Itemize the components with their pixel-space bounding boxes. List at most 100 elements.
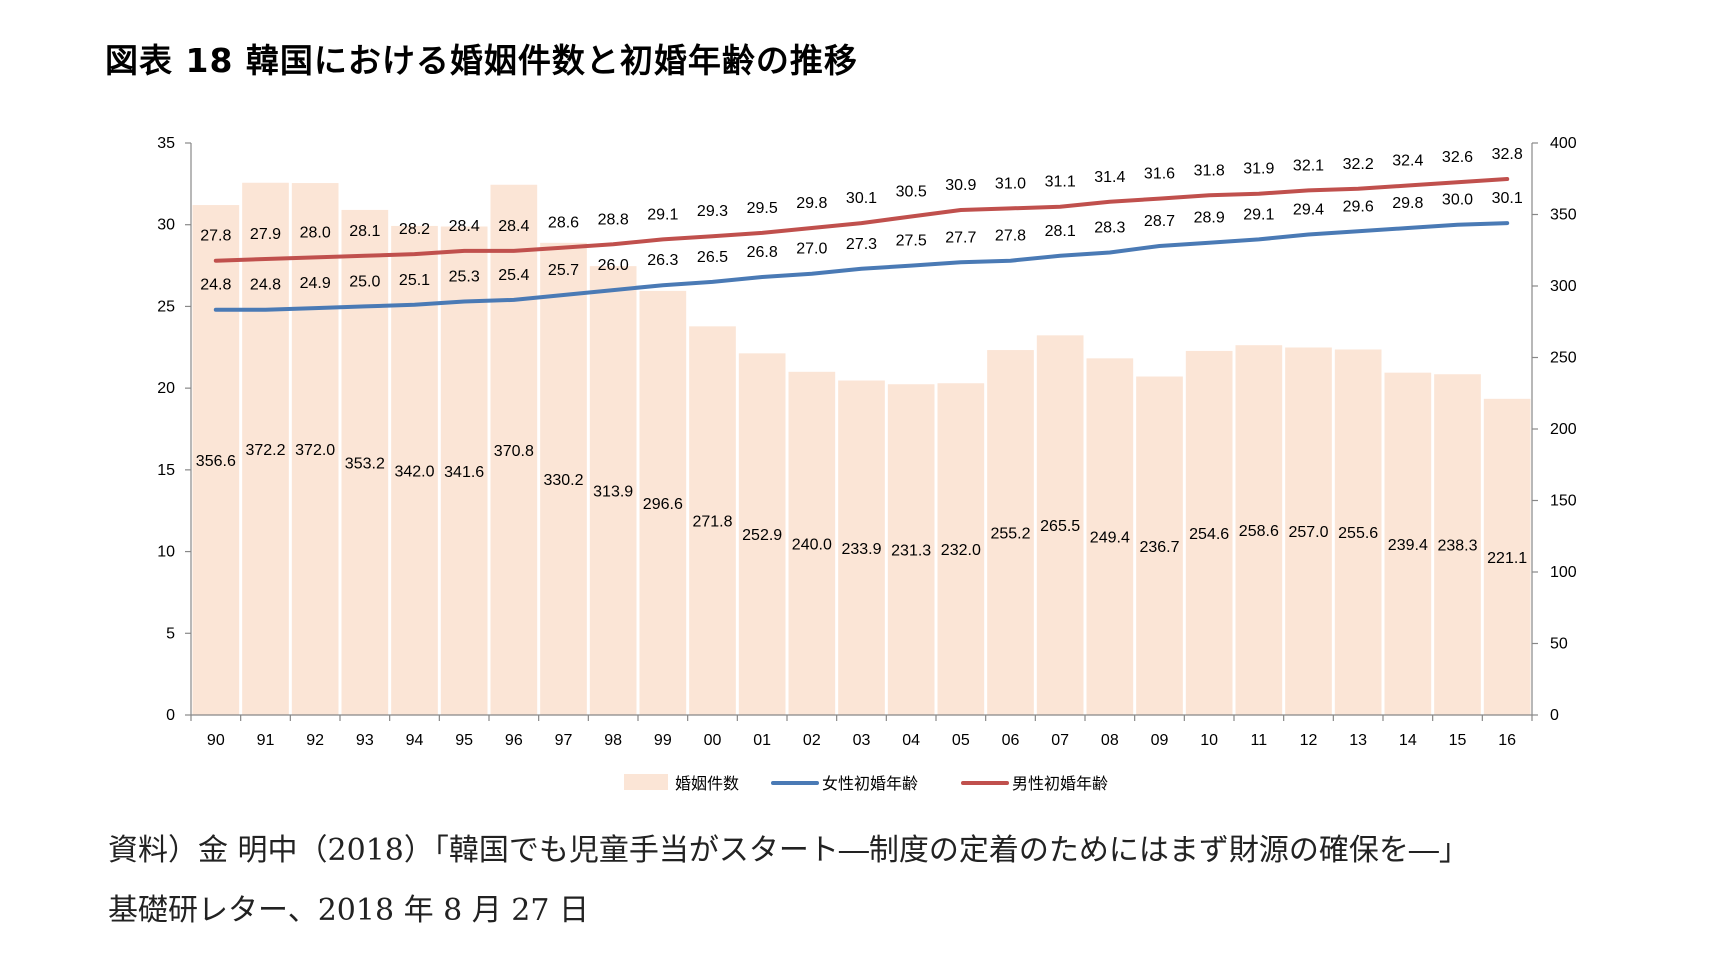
- bar-value-label: 372.0: [295, 442, 335, 459]
- right-tick-label: 200: [1550, 421, 1577, 438]
- page-title: 図表 18 韓国における婚姻件数と初婚年齢の推移: [105, 41, 858, 80]
- x-tick-label: 00: [704, 732, 722, 749]
- female-age-label: 26.3: [647, 252, 678, 269]
- male-age-label: 30.5: [896, 184, 927, 201]
- bar: [391, 225, 438, 715]
- legend-label-male: 男性初婚年齢: [1012, 774, 1108, 793]
- female-age-label: 28.1: [1045, 223, 1076, 240]
- bar: [291, 183, 339, 716]
- male-age-label: 28.0: [300, 224, 331, 241]
- x-tick-label: 95: [455, 732, 473, 749]
- female-age-label: 25.1: [399, 272, 430, 289]
- bar-value-label: 240.0: [792, 536, 832, 553]
- bar-series: [192, 182, 1531, 716]
- female-age-label: 26.0: [598, 257, 629, 274]
- female-age-label: 25.0: [349, 273, 380, 290]
- x-tick-label: 13: [1349, 732, 1367, 749]
- male-age-label: 31.1: [1045, 174, 1076, 191]
- right-tick-label: 250: [1550, 350, 1577, 367]
- male-age-label: 29.1: [647, 206, 678, 223]
- bar: [341, 209, 389, 715]
- female-age-label: 27.7: [945, 229, 976, 246]
- male-age-label: 31.4: [1094, 169, 1125, 186]
- x-tick-label: 05: [952, 732, 970, 749]
- male-age-label: 32.4: [1392, 152, 1423, 169]
- bar-value-label: 265.5: [1040, 518, 1080, 535]
- right-tick-label: 50: [1550, 636, 1568, 653]
- female-age-label: 24.9: [300, 275, 331, 292]
- x-tick-label: 91: [257, 732, 275, 749]
- male-age-label: 32.8: [1492, 146, 1523, 163]
- male-age-label: 29.5: [747, 200, 778, 217]
- bar: [1086, 358, 1134, 715]
- x-tick-label: 01: [753, 732, 771, 749]
- female-age-label: 24.8: [250, 277, 281, 294]
- legend-swatch-bar: [624, 774, 668, 790]
- left-tick-label: 25: [157, 298, 175, 315]
- left-tick-label: 5: [166, 625, 175, 642]
- x-tick-label: 98: [604, 732, 622, 749]
- bar-value-label: 342.0: [394, 463, 434, 480]
- bar: [1136, 376, 1183, 715]
- bar-value-label: 257.0: [1288, 524, 1328, 541]
- male-age-label: 30.9: [945, 177, 976, 194]
- female-age-label: 29.4: [1293, 202, 1324, 219]
- bar: [1235, 345, 1283, 715]
- bar: [540, 242, 587, 715]
- x-tick-label: 16: [1498, 732, 1516, 749]
- bar-value-label: 255.2: [990, 526, 1030, 543]
- right-tick-label: 100: [1550, 564, 1577, 581]
- bar: [689, 326, 736, 715]
- bar-value-label: 271.8: [692, 514, 732, 531]
- right-tick-label: 150: [1550, 493, 1577, 510]
- x-tick-label: 10: [1200, 732, 1218, 749]
- female-age-label: 26.5: [697, 249, 728, 266]
- male-age-line: [213, 177, 1510, 263]
- female-age-label: 27.5: [896, 233, 927, 250]
- female-age-label: 29.6: [1343, 198, 1374, 215]
- bar: [192, 205, 240, 715]
- male-age-label: 31.9: [1243, 161, 1274, 178]
- bar-value-label: 233.9: [841, 541, 881, 558]
- bar: [639, 290, 687, 715]
- bar-value-label: 356.6: [196, 453, 236, 470]
- male-age-label: 32.6: [1442, 149, 1473, 166]
- x-tick-label: 07: [1051, 732, 1069, 749]
- bar-value-label: 221.1: [1487, 550, 1527, 567]
- left-tick-label: 10: [157, 544, 175, 561]
- bar-value-label: 232.0: [941, 542, 981, 559]
- male-age-label: 32.1: [1293, 157, 1324, 174]
- male-age-label: 31.8: [1194, 162, 1225, 179]
- male-age-label: 31.0: [995, 175, 1026, 192]
- left-tick-label: 20: [157, 380, 175, 397]
- female-age-label: 30.1: [1492, 190, 1523, 207]
- right-tick-label: 300: [1550, 278, 1577, 295]
- bar: [937, 383, 985, 715]
- male-age-label: 28.2: [399, 221, 430, 238]
- bar: [838, 380, 885, 715]
- source-line-1: 資料）金 明中（2018）「韓国でも児童手当がスタート―制度の定着のためにはまず…: [108, 833, 1469, 868]
- x-tick-label: 97: [555, 732, 573, 749]
- right-tick-label: 0: [1550, 707, 1559, 724]
- x-tick-label: 06: [1002, 732, 1020, 749]
- female-age-label: 28.3: [1094, 219, 1125, 236]
- legend-label-bar: 婚姻件数: [675, 774, 739, 793]
- female-age-label: 25.4: [498, 267, 529, 284]
- male-age-label: 28.1: [349, 223, 380, 240]
- bar: [1185, 350, 1233, 715]
- male-age-label: 30.1: [846, 190, 877, 207]
- female-age-label: 28.9: [1194, 210, 1225, 227]
- bar-value-label: 370.8: [494, 443, 534, 460]
- x-tick-label: 11: [1251, 732, 1268, 749]
- x-tick-label: 90: [207, 732, 225, 749]
- bar: [242, 182, 289, 715]
- x-tick-label: 93: [356, 732, 374, 749]
- female-age-label: 27.0: [796, 241, 827, 258]
- female-age-label: 26.8: [747, 244, 778, 261]
- male-age-label: 29.8: [796, 195, 827, 212]
- left-tick-label: 30: [157, 217, 175, 234]
- bar-value-label: 372.2: [245, 442, 285, 459]
- x-tick-label: 02: [803, 732, 821, 749]
- bar: [1384, 372, 1432, 715]
- bar: [887, 384, 935, 715]
